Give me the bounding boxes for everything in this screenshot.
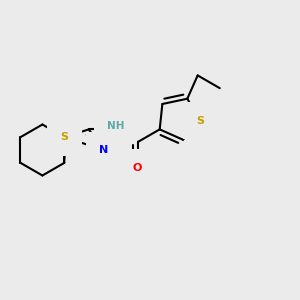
Text: NH: NH — [107, 121, 124, 131]
Text: N: N — [99, 145, 108, 155]
Text: S: S — [196, 116, 204, 126]
Text: S: S — [61, 132, 68, 142]
Text: O: O — [133, 163, 142, 172]
